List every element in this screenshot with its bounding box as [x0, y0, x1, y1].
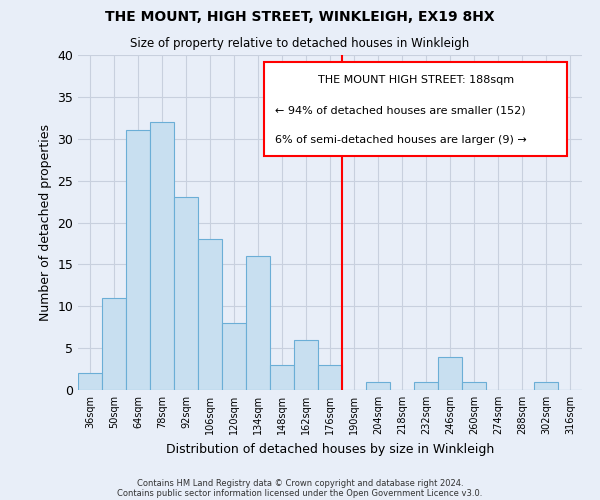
Bar [174, 198, 198, 390]
Bar [318, 365, 342, 390]
Bar [78, 373, 102, 390]
Text: THE MOUNT HIGH STREET: 188sqm: THE MOUNT HIGH STREET: 188sqm [317, 75, 514, 85]
Bar [222, 323, 246, 390]
Bar [366, 382, 390, 390]
Bar [414, 382, 438, 390]
Bar [126, 130, 150, 390]
Text: Contains public sector information licensed under the Open Government Licence v3: Contains public sector information licen… [118, 488, 482, 498]
Bar [438, 356, 462, 390]
Text: THE MOUNT, HIGH STREET, WINKLEIGH, EX19 8HX: THE MOUNT, HIGH STREET, WINKLEIGH, EX19 … [105, 10, 495, 24]
Y-axis label: Number of detached properties: Number of detached properties [39, 124, 52, 321]
Bar [534, 382, 558, 390]
X-axis label: Distribution of detached houses by size in Winkleigh: Distribution of detached houses by size … [166, 442, 494, 456]
Bar [294, 340, 318, 390]
Bar [198, 240, 222, 390]
Text: ← 94% of detached houses are smaller (152): ← 94% of detached houses are smaller (15… [275, 106, 525, 116]
Text: Size of property relative to detached houses in Winkleigh: Size of property relative to detached ho… [130, 38, 470, 51]
Bar [270, 365, 294, 390]
Bar [150, 122, 174, 390]
Bar [102, 298, 126, 390]
Bar [462, 382, 486, 390]
Text: 6% of semi-detached houses are larger (9) →: 6% of semi-detached houses are larger (9… [275, 136, 526, 145]
FancyBboxPatch shape [265, 62, 567, 156]
Text: Contains HM Land Registry data © Crown copyright and database right 2024.: Contains HM Land Registry data © Crown c… [137, 478, 463, 488]
Bar [246, 256, 270, 390]
